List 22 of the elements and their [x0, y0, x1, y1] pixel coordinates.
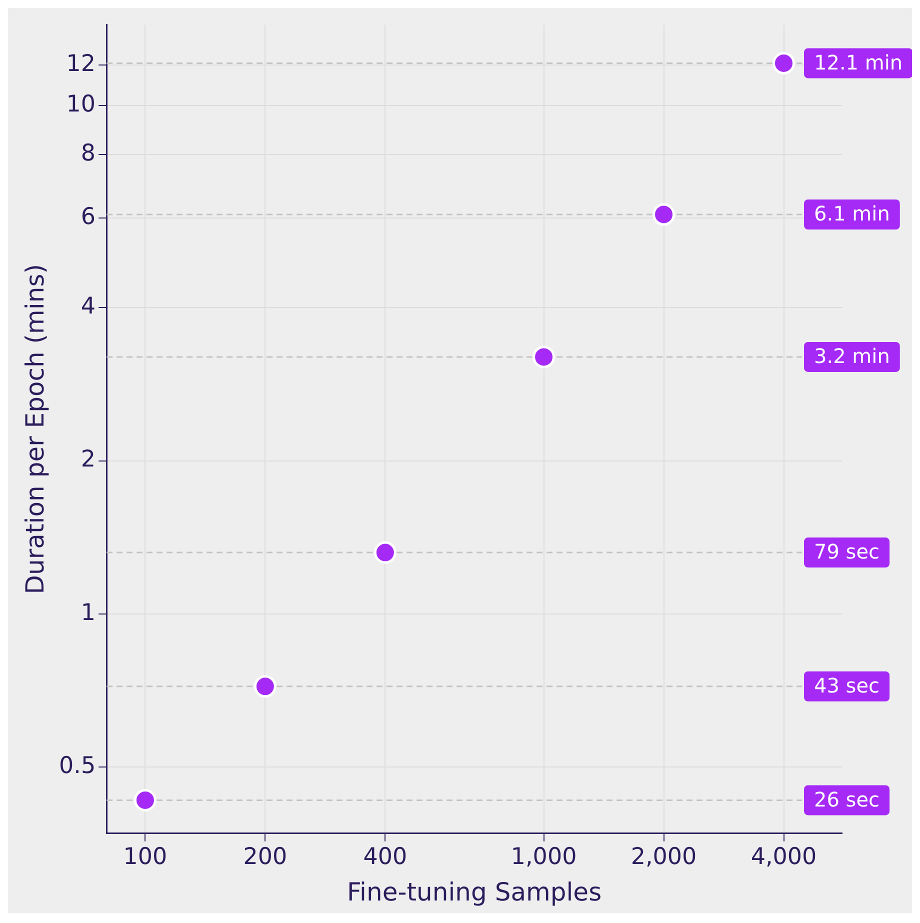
y-axis-title: Duration per Epoch (mins)	[20, 264, 50, 594]
y-tick-label: 0.5	[59, 752, 96, 779]
y-tick-label: 2	[80, 446, 96, 473]
x-tick-label: 200	[243, 844, 288, 870]
y-tick-label: 6	[80, 204, 96, 230]
x-tick-label: 4,000	[750, 844, 817, 870]
ref-line-label: 6.1 min	[814, 202, 890, 226]
x-tick-label: 100	[123, 844, 168, 870]
ref-line-label: 3.2 min	[814, 344, 890, 368]
y-tick-label: 8	[80, 140, 96, 167]
ref-line-label: 43 sec	[814, 674, 880, 698]
y-tick-label: 12	[66, 51, 96, 78]
x-tick-label: 400	[363, 844, 408, 870]
x-tick-label: 1,000	[510, 844, 577, 870]
y-tick-label: 4	[80, 294, 96, 320]
y-tick-label: 10	[66, 91, 96, 118]
x-tick-label: 2,000	[630, 844, 697, 870]
ref-line-label: 79 sec	[814, 540, 880, 564]
ref-line-label: 12.1 min	[814, 50, 903, 74]
ref-line-label: 26 sec	[814, 787, 880, 812]
y-tick-label: 1	[80, 600, 96, 626]
x-axis-title: Fine-tuning Samples	[346, 878, 602, 906]
